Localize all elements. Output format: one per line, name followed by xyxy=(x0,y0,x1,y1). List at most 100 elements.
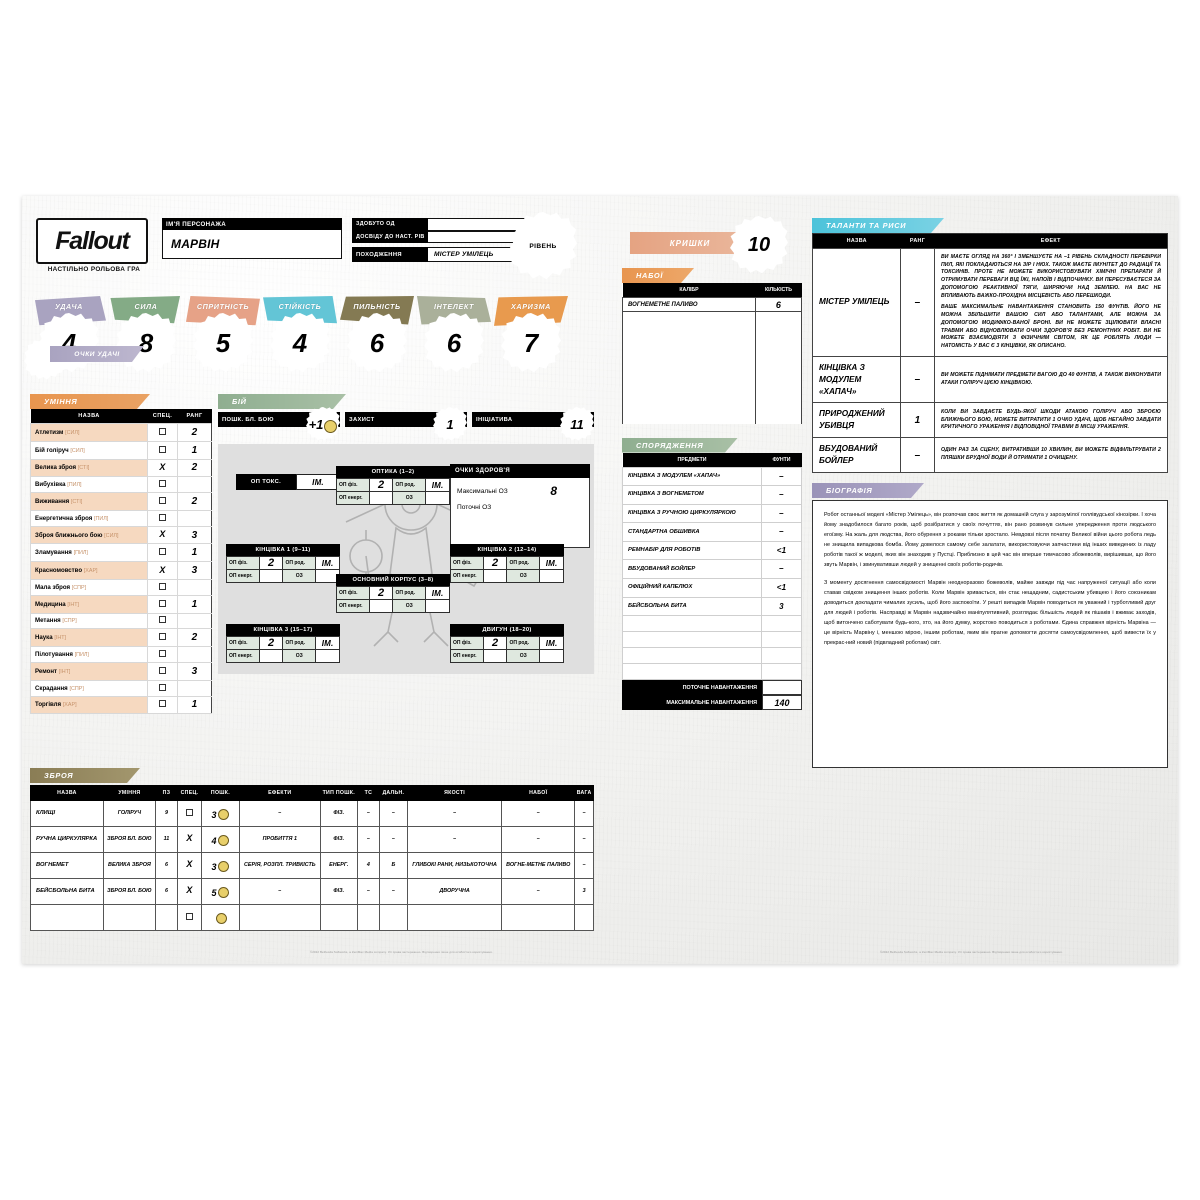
gear-item[interactable]: КІНЦІВКА З ВОГНЕМЕТОМ xyxy=(622,485,762,505)
phys-dr-value[interactable]: 2 xyxy=(258,636,284,650)
gear-item[interactable] xyxy=(622,663,762,681)
weapon-target-number[interactable]: 6 xyxy=(154,852,178,879)
weapon-weight[interactable]: 3 xyxy=(574,878,594,905)
weapon-range[interactable]: – xyxy=(378,800,408,827)
specialty-checkbox[interactable] xyxy=(185,912,193,920)
specialty-checkbox[interactable] xyxy=(159,599,166,607)
weapon-fire-rate[interactable]: 4 xyxy=(356,852,380,879)
weapon-qualities[interactable]: ГЛИБОКІ РАНИ, НИЗЬКОТОЧНА xyxy=(406,852,503,879)
ammo-row-empty[interactable] xyxy=(622,353,802,368)
gear-item[interactable] xyxy=(622,647,762,665)
toxic-resistance-value[interactable]: ІМ. xyxy=(296,474,340,490)
talent-name[interactable]: ПРИРОДЖЕНИЙ УБИВЦЯ xyxy=(812,402,901,439)
location-hp-value[interactable] xyxy=(539,569,564,583)
weapon-skill[interactable]: ЗБРОЯ БЛ. БОЮ xyxy=(102,826,156,853)
gear-weight[interactable]: <1 xyxy=(761,540,802,561)
attribute-gear[interactable]: 6 xyxy=(347,313,407,373)
weapon-ammo[interactable]: ВОГНЕ-МЕТНЕ ПАЛИВО xyxy=(501,852,576,879)
ammo-caliber[interactable] xyxy=(622,325,756,340)
weapon-target-number[interactable] xyxy=(154,904,178,931)
talent-name[interactable]: КІНЦІВКА З МОДУЛЕМ «ХАПАЧ» xyxy=(812,355,901,404)
location-hp-value[interactable] xyxy=(539,649,564,663)
max-hp-row[interactable]: Максимальні ОЗ 8 xyxy=(457,483,583,499)
ammo-row-empty[interactable] xyxy=(622,311,802,326)
gear-row-empty[interactable] xyxy=(622,631,802,649)
talent-name[interactable]: МІСТЕР УМІЛЕЦЬ xyxy=(812,248,901,357)
talent-rank[interactable]: – xyxy=(900,437,935,474)
skill-rank[interactable] xyxy=(177,679,212,697)
skill-specialty-cell[interactable] xyxy=(147,594,178,614)
current-load-row[interactable]: ПОТОЧНЕ НАВАНТАЖЕННЯ xyxy=(622,680,802,696)
ammo-caliber[interactable] xyxy=(622,353,756,368)
ammo-caliber[interactable] xyxy=(622,339,756,354)
ammo-quantity[interactable] xyxy=(755,367,802,382)
weapon-skill[interactable]: ВЕЛИКА ЗБРОЯ xyxy=(102,852,156,879)
specialty-checkbox[interactable] xyxy=(159,633,166,641)
weapon-weight[interactable]: – xyxy=(574,800,594,827)
weapon-range[interactable]: – xyxy=(378,878,408,905)
weapon-skill[interactable]: ЗБРОЯ БЛ. БОЮ xyxy=(102,878,156,905)
ammo-caliber[interactable] xyxy=(622,367,756,382)
max-load-row[interactable]: МАКСИМАЛЬНЕ НАВАНТАЖЕННЯ 140 xyxy=(622,695,802,711)
energy-dr-value[interactable] xyxy=(258,569,284,583)
skill-rank[interactable]: 3 xyxy=(177,661,212,681)
weapon-damage-type[interactable] xyxy=(319,904,358,931)
skill-specialty-cell[interactable]: X xyxy=(147,561,178,581)
skill-specialty-cell[interactable] xyxy=(147,628,178,648)
weapon-effects[interactable]: СЕРІЯ, РОЗПЛ. ТРИВКІСТЬ xyxy=(238,852,321,879)
skill-rank[interactable]: 2 xyxy=(177,458,212,478)
skill-rank[interactable]: 2 xyxy=(177,423,212,442)
skill-rank[interactable]: 1 xyxy=(177,695,212,715)
energy-dr-value[interactable] xyxy=(368,599,394,613)
skill-rank[interactable]: 2 xyxy=(177,492,212,511)
skill-specialty-cell[interactable] xyxy=(147,543,178,563)
attribute-7[interactable]: ХАРИЗМА 7 xyxy=(494,296,568,373)
skill-specialty-cell[interactable] xyxy=(147,492,178,511)
skill-specialty-cell[interactable] xyxy=(147,661,178,681)
specialty-checkbox[interactable] xyxy=(159,582,166,590)
weapon-specialty-cell[interactable] xyxy=(176,904,202,931)
weapon-specialty-cell[interactable]: X xyxy=(176,826,202,853)
specialty-checkbox[interactable] xyxy=(185,808,193,816)
weapon-specialty-cell[interactable]: X xyxy=(176,852,202,879)
attribute-gear[interactable]: 8 xyxy=(116,313,176,373)
kind-dr-value[interactable]: ІМ. xyxy=(539,556,564,570)
attribute-gear[interactable]: 4 xyxy=(270,313,330,373)
initiative-gear[interactable]: 11 xyxy=(560,407,594,441)
weapon-fire-rate[interactable]: – xyxy=(356,878,380,905)
ammo-caliber[interactable]: ВОГНЕМЕТНЕ ПАЛИВО xyxy=(622,297,756,312)
kind-dr-value[interactable]: ІМ. xyxy=(315,636,340,650)
weapon-qualities[interactable] xyxy=(406,904,503,931)
skill-specialty-cell[interactable] xyxy=(147,695,178,715)
ammo-quantity[interactable]: 6 xyxy=(755,297,802,312)
weapon-name[interactable]: БЕЙСБОЛЬНА БИТА xyxy=(30,878,104,905)
specialty-checkbox[interactable] xyxy=(159,427,166,435)
weapon-skill[interactable] xyxy=(102,904,156,931)
level-gear[interactable]: РІВЕНЬ xyxy=(509,212,577,280)
weapon-name[interactable]: КЛИЩІ xyxy=(30,800,104,827)
character-name-value[interactable]: МАРВІН xyxy=(162,230,342,259)
specialty-checkbox[interactable] xyxy=(159,616,166,624)
melee-damage-stat[interactable]: ПОШК. БЛ. БОЮ +1 xyxy=(218,407,340,441)
location-hp-value[interactable] xyxy=(425,491,450,505)
attribute-gear[interactable]: 5 xyxy=(193,313,253,373)
skill-specialty-cell[interactable] xyxy=(147,476,178,494)
skill-rank[interactable]: 2 xyxy=(177,628,212,648)
location-hp-value[interactable] xyxy=(425,599,450,613)
skill-rank[interactable] xyxy=(177,476,212,494)
specialty-checkbox[interactable] xyxy=(159,548,166,556)
specialty-checkbox[interactable] xyxy=(159,700,166,708)
weapon-damage-type[interactable]: ЕНЕРГ. xyxy=(319,852,358,879)
attribute-3[interactable]: СПРИТНІСТЬ 5 xyxy=(186,296,260,373)
skill-rank[interactable] xyxy=(177,612,212,630)
skill-rank[interactable]: 3 xyxy=(177,525,212,545)
skill-specialty-cell[interactable] xyxy=(147,423,178,442)
ammo-quantity[interactable] xyxy=(755,381,802,396)
caps-gear[interactable]: 10 xyxy=(730,216,788,274)
skill-specialty-cell[interactable] xyxy=(147,440,178,460)
energy-dr-value[interactable] xyxy=(482,649,508,663)
weapon-qualities[interactable]: ДВОРУЧНА xyxy=(406,878,503,905)
weapon-specialty-cell[interactable]: X xyxy=(176,878,202,905)
kind-dr-value[interactable]: ІМ. xyxy=(425,478,450,492)
talent-rank[interactable]: – xyxy=(900,248,935,357)
